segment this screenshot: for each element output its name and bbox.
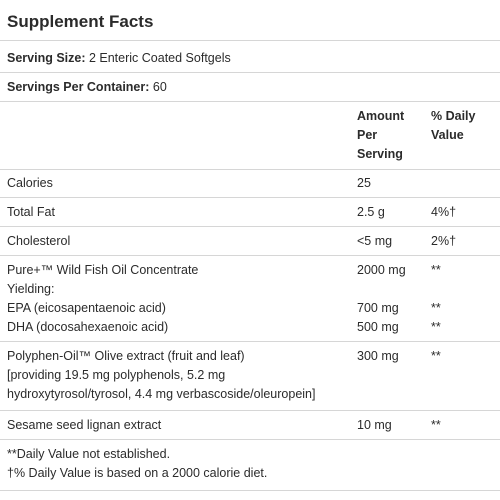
yielding-label: Yielding: <box>7 282 55 296</box>
dv-header-line: Value <box>431 128 464 142</box>
divider <box>0 341 500 342</box>
nutrient-name: Calories <box>7 176 53 190</box>
nutrient-name: Polyphen-Oil™ Olive extract (fruit and l… <box>7 349 245 363</box>
sub-nutrient-dv: ** <box>431 320 441 334</box>
divider <box>0 439 500 440</box>
nutrient-name: Cholesterol <box>7 234 71 248</box>
servings-per-container-value: 60 <box>149 80 167 94</box>
servings-per-container-label: Servings Per Container: <box>7 80 150 94</box>
sub-nutrient-dv: ** <box>431 301 441 315</box>
nutrient-amount: 2.5 g <box>357 205 385 219</box>
serving-size-value: 2 Enteric Coated Softgels <box>85 51 231 65</box>
nutrient-dv: ** <box>431 418 441 432</box>
divider <box>0 490 500 491</box>
amount-header-line: Amount <box>357 109 405 123</box>
amount-header-line: Per <box>357 128 378 142</box>
divider <box>0 255 500 256</box>
sub-nutrient-amount: 700 mg <box>357 301 399 315</box>
sub-nutrient-name: EPA (eicosapentaenoic acid) <box>7 301 166 315</box>
fish-oil-block: Pure+™ Wild Fish Oil Concentrate Yieldin… <box>7 261 198 337</box>
nutrient-dv: ** <box>431 263 441 277</box>
amount-per-serving-header: Amount Per Serving <box>357 107 404 164</box>
divider <box>0 410 500 411</box>
nutrient-name: Sesame seed lignan extract <box>7 418 162 432</box>
nutrient-dv: 4%† <box>431 205 457 219</box>
nutrient-amount: 300 mg <box>357 349 399 363</box>
serving-size: Serving Size: 2 Enteric Coated Softgels <box>7 51 231 65</box>
sub-nutrient-amount: 500 mg <box>357 320 399 334</box>
nutrient-amount: 10 mg <box>357 418 392 432</box>
daily-value-header: % Daily Value <box>431 107 475 145</box>
nutrient-dv: ** <box>431 349 441 363</box>
footnote: †% Daily Value is based on a 2000 calori… <box>7 466 268 480</box>
fish-oil-amounts: 2000 mg 700 mg 500 mg <box>357 261 406 337</box>
amount-header-line: Serving <box>357 147 403 161</box>
divider <box>0 101 500 102</box>
nutrient-name: Pure+™ Wild Fish Oil Concentrate <box>7 263 199 277</box>
nutrient-amount: 25 <box>357 176 371 190</box>
dv-header-line: % Daily <box>431 109 476 123</box>
nutrient-detail: hydroxytyrosol/tyrosol, 4.4 mg verbascos… <box>7 387 316 401</box>
fish-oil-dvs: ** ** ** <box>431 261 441 337</box>
footnote: **Daily Value not established. <box>7 447 171 461</box>
nutrient-name: Total Fat <box>7 205 55 219</box>
divider <box>0 226 500 227</box>
nutrient-amount: 2000 mg <box>357 263 406 277</box>
sub-nutrient-name: DHA (docosahexaenoic acid) <box>7 320 169 334</box>
panel-title: Supplement Facts <box>7 12 154 31</box>
nutrient-amount: <5 mg <box>357 234 393 248</box>
divider <box>0 40 500 41</box>
serving-size-label: Serving Size: <box>7 51 86 65</box>
nutrient-dv: 2%† <box>431 234 457 248</box>
divider <box>0 169 500 170</box>
olive-extract-block: Polyphen-Oil™ Olive extract (fruit and l… <box>7 347 315 404</box>
servings-per-container: Servings Per Container: 60 <box>7 80 167 94</box>
divider <box>0 72 500 73</box>
divider <box>0 197 500 198</box>
nutrient-detail: [providing 19.5 mg polyphenols, 5.2 mg <box>7 368 226 382</box>
